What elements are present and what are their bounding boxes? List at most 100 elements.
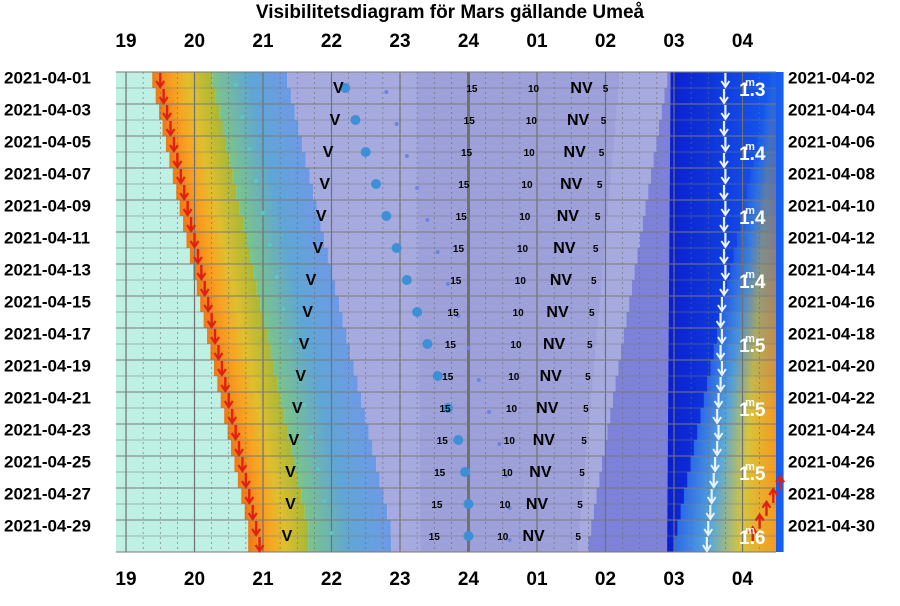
mars-set-arrow-head xyxy=(712,448,722,457)
mars-set-arrow-head xyxy=(719,288,729,297)
nv-label: NV xyxy=(567,112,590,129)
sunset-arrow-head xyxy=(247,512,258,521)
dusk-twilight-band xyxy=(212,72,288,88)
mars-transit-dot xyxy=(432,371,443,381)
mars-transit-dot xyxy=(460,467,471,477)
dawn-glow-band xyxy=(680,504,776,520)
left-date-label: 2021-04-21 xyxy=(4,388,91,407)
mars-set-arrow-head xyxy=(708,480,719,489)
mars-set-arrow-head xyxy=(717,304,727,313)
deep-night-band xyxy=(418,312,598,328)
sunset-glow-band xyxy=(183,216,244,232)
sunset-glow-band xyxy=(152,72,213,88)
v-label: V xyxy=(330,112,341,129)
v-label: V xyxy=(323,144,334,161)
magnitude-label: 1.4 xyxy=(739,272,766,293)
sunset-glow-band xyxy=(186,232,247,248)
v-label: V xyxy=(306,272,317,289)
nv-label: NV xyxy=(526,496,549,513)
dusk-twilight-band xyxy=(270,344,351,360)
mars-set-arrow-head xyxy=(720,240,731,249)
deep-night-band xyxy=(418,232,606,248)
sunset-glow-band xyxy=(234,456,295,472)
sunset-arrow-head xyxy=(189,240,200,249)
altitude-dot xyxy=(302,403,307,407)
sunset-arrow-head xyxy=(165,128,176,137)
dusk-twilight-band xyxy=(225,136,303,152)
sunset-glow-band xyxy=(207,328,268,344)
twilight-altitude-number: 10 xyxy=(515,276,527,287)
right-date-label: 2021-04-18 xyxy=(788,324,875,343)
mars-set-arrow-head xyxy=(719,160,729,169)
mars-transit-dot xyxy=(360,147,371,157)
dusk-twilight-band xyxy=(243,216,321,232)
dusk-twilight-band xyxy=(263,312,343,328)
nv-label: NV xyxy=(553,240,576,257)
deep-night-band xyxy=(420,520,580,536)
v-label: V xyxy=(299,336,310,353)
nv-label: NV xyxy=(533,432,556,449)
deep-night-band xyxy=(418,280,601,296)
dawn-glow-band xyxy=(730,264,776,280)
twilight-altitude-number: 10 xyxy=(526,116,538,127)
magnitude-superscript: m xyxy=(745,205,755,217)
altitude-dot xyxy=(466,346,471,350)
left-date-label: 2021-04-03 xyxy=(4,100,91,119)
right-date-label: 2021-04-12 xyxy=(788,228,875,247)
sunset-arrow-head xyxy=(199,288,210,297)
hour-tick-label-top: 04 xyxy=(732,31,754,52)
altitude-dot xyxy=(247,147,252,151)
dusk-twilight-band xyxy=(277,376,358,392)
sunset-glow-band xyxy=(203,312,264,328)
hour-tick-label-bottom: 19 xyxy=(115,569,136,590)
sunset-arrow-head xyxy=(216,368,227,377)
hour-tick-label-top: 01 xyxy=(526,31,548,52)
hour-tick-label-top: 19 xyxy=(115,31,136,52)
v-label: V xyxy=(292,400,303,417)
v-label: V xyxy=(316,208,327,225)
nv-label: NV xyxy=(570,80,593,97)
twilight-altitude-number: 10 xyxy=(508,372,520,383)
left-date-label: 2021-04-01 xyxy=(4,68,91,87)
deep-night-band xyxy=(418,296,600,312)
twilight-altitude-number: 10 xyxy=(521,180,533,191)
twilight-altitude-number: 15 xyxy=(439,404,451,415)
altitude-dot xyxy=(497,442,502,446)
altitude-dot xyxy=(415,186,420,190)
altitude-dot xyxy=(288,339,293,343)
dawn-glow-band xyxy=(723,296,776,312)
altitude-dot xyxy=(267,243,272,247)
altitude-dot xyxy=(435,250,440,254)
twilight-altitude-number: 5 xyxy=(595,212,601,223)
twilight-altitude-number: 15 xyxy=(456,212,468,223)
sunset-arrow-head xyxy=(155,80,166,89)
nv-label: NV xyxy=(546,304,569,321)
magnitude-label: 1.6 xyxy=(739,528,765,549)
dawn-glow-band xyxy=(687,472,776,488)
sunset-glow-band xyxy=(217,376,278,392)
sunset-arrow-head xyxy=(182,208,193,217)
sunset-arrow-head xyxy=(237,464,248,473)
twilight-altitude-number: 5 xyxy=(585,372,591,383)
dawn-glow-band xyxy=(763,104,776,120)
twilight-altitude-number: 5 xyxy=(591,276,597,287)
twilight-altitude-number: 15 xyxy=(429,532,441,543)
sunset-arrow-head xyxy=(196,272,207,281)
left-date-label: 2021-04-15 xyxy=(4,292,91,311)
right-date-label: 2021-04-30 xyxy=(788,516,875,535)
deep-night-band xyxy=(419,344,596,360)
sunset-glow-band xyxy=(248,536,309,552)
mars-transit-dot xyxy=(350,115,361,125)
magnitude-label: 1.5 xyxy=(739,336,766,357)
sunrise-arrow-head xyxy=(775,474,786,483)
hour-tick-label-top: 02 xyxy=(595,31,616,52)
sunrise-arrow-head xyxy=(754,512,765,522)
twilight-altitude-number: 15 xyxy=(434,468,446,479)
sunset-glow-band xyxy=(176,184,237,200)
magnitude-superscript: m xyxy=(745,77,755,89)
sunset-glow-band xyxy=(159,104,220,120)
dusk-twilight-band xyxy=(229,152,306,168)
sunset-glow-band xyxy=(241,488,302,504)
twilight-altitude-number: 15 xyxy=(448,308,460,319)
